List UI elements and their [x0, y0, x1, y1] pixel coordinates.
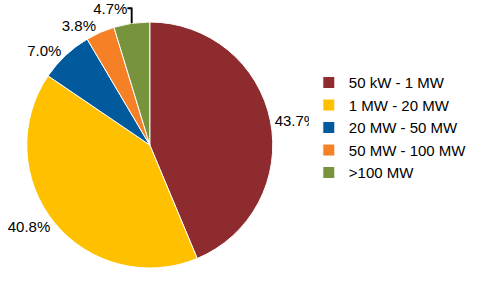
svg-text:40.8%: 40.8% [8, 218, 51, 235]
svg-text:7.0%: 7.0% [27, 42, 61, 59]
svg-text:20 MW - 50 MW: 20 MW - 50 MW [349, 119, 458, 136]
svg-text:1 MW - 20 MW: 1 MW - 20 MW [349, 97, 450, 114]
svg-text:50 kW - 1 MW: 50 kW - 1 MW [349, 74, 445, 91]
svg-text:43.7%: 43.7% [274, 112, 318, 129]
svg-text:50 MW - 100 MW: 50 MW - 100 MW [349, 142, 467, 159]
svg-text:>100 MW: >100 MW [349, 164, 414, 181]
svg-text:4.7%: 4.7% [93, 0, 127, 17]
svg-text:3.8%: 3.8% [62, 17, 96, 34]
